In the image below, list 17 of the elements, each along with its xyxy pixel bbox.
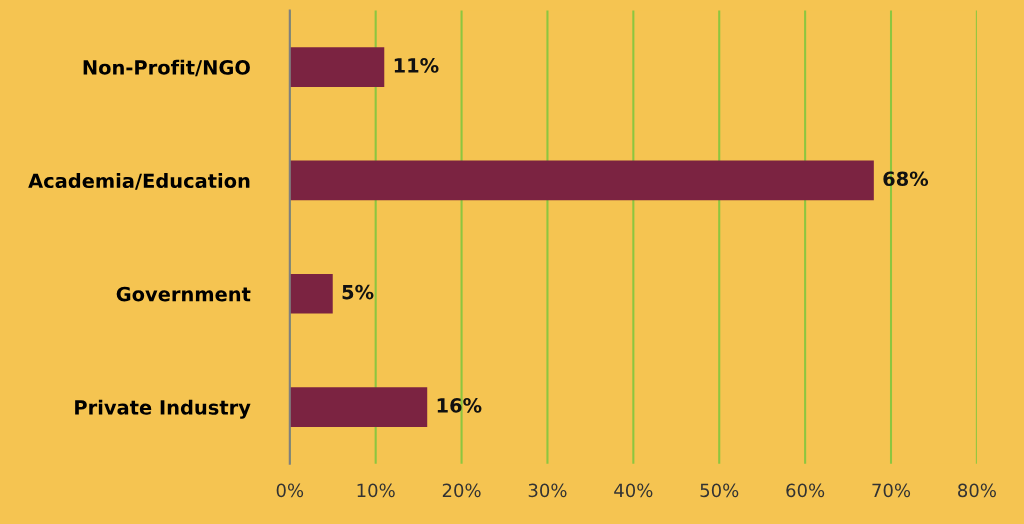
- x-tick-label: 70%: [872, 483, 911, 498]
- y-tick-label: Private Industry: [75, 399, 251, 419]
- x-tick-label: 20%: [442, 483, 481, 498]
- x-tick-label: 60%: [786, 483, 825, 498]
- x-tick-label: 0%: [276, 483, 304, 498]
- x-tick-label: 80%: [958, 483, 996, 498]
- data-label: 11%: [394, 58, 439, 73]
- y-tick-label: Non-Profit/NGO: [83, 59, 250, 77]
- y-tick-label: Government: [116, 286, 251, 302]
- x-tick-label: 10%: [357, 483, 395, 498]
- x-tick-label: 40%: [614, 483, 653, 498]
- data-label: 16%: [437, 398, 482, 413]
- data-label: 68%: [883, 171, 929, 187]
- x-tick-label: 30%: [528, 483, 567, 498]
- x-tick-label: 50%: [700, 483, 739, 498]
- data-label: 5%: [342, 284, 374, 300]
- y-tick-label: Academia/Education: [28, 173, 250, 190]
